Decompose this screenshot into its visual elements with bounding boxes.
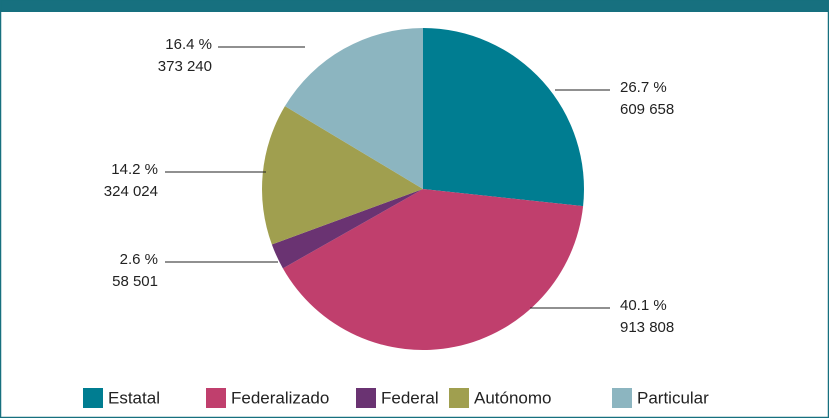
legend-swatch [356, 388, 376, 408]
pie-slice [282, 189, 584, 350]
data-label: 2.6 % [120, 251, 158, 268]
count-label: 373 240 [158, 58, 212, 75]
count-label: 913 808 [620, 319, 674, 336]
data-label: 40.1 % [620, 297, 667, 314]
count-label: 324 024 [104, 183, 158, 200]
data-label: 14.2 % [111, 161, 158, 178]
legend-swatch [612, 388, 632, 408]
legend-swatch [83, 388, 103, 408]
count-label: 609 658 [620, 101, 674, 118]
count-label: 58 501 [112, 273, 158, 290]
header-bar [0, 0, 829, 12]
legend-label: Particular [637, 388, 709, 407]
pie-slice [423, 28, 584, 207]
legend-label: Federalizado [231, 388, 329, 407]
legend-label: Federal [381, 388, 439, 407]
legend-swatch [449, 388, 469, 408]
pie-slice [284, 28, 423, 189]
legend-label: Estatal [108, 388, 160, 407]
data-label: 16.4 % [165, 36, 212, 53]
pie-slice [271, 189, 423, 269]
data-label: 26.7 % [620, 79, 667, 96]
legend-swatch [206, 388, 226, 408]
legend-label: Autónomo [474, 388, 552, 407]
pie-slice [262, 106, 423, 245]
